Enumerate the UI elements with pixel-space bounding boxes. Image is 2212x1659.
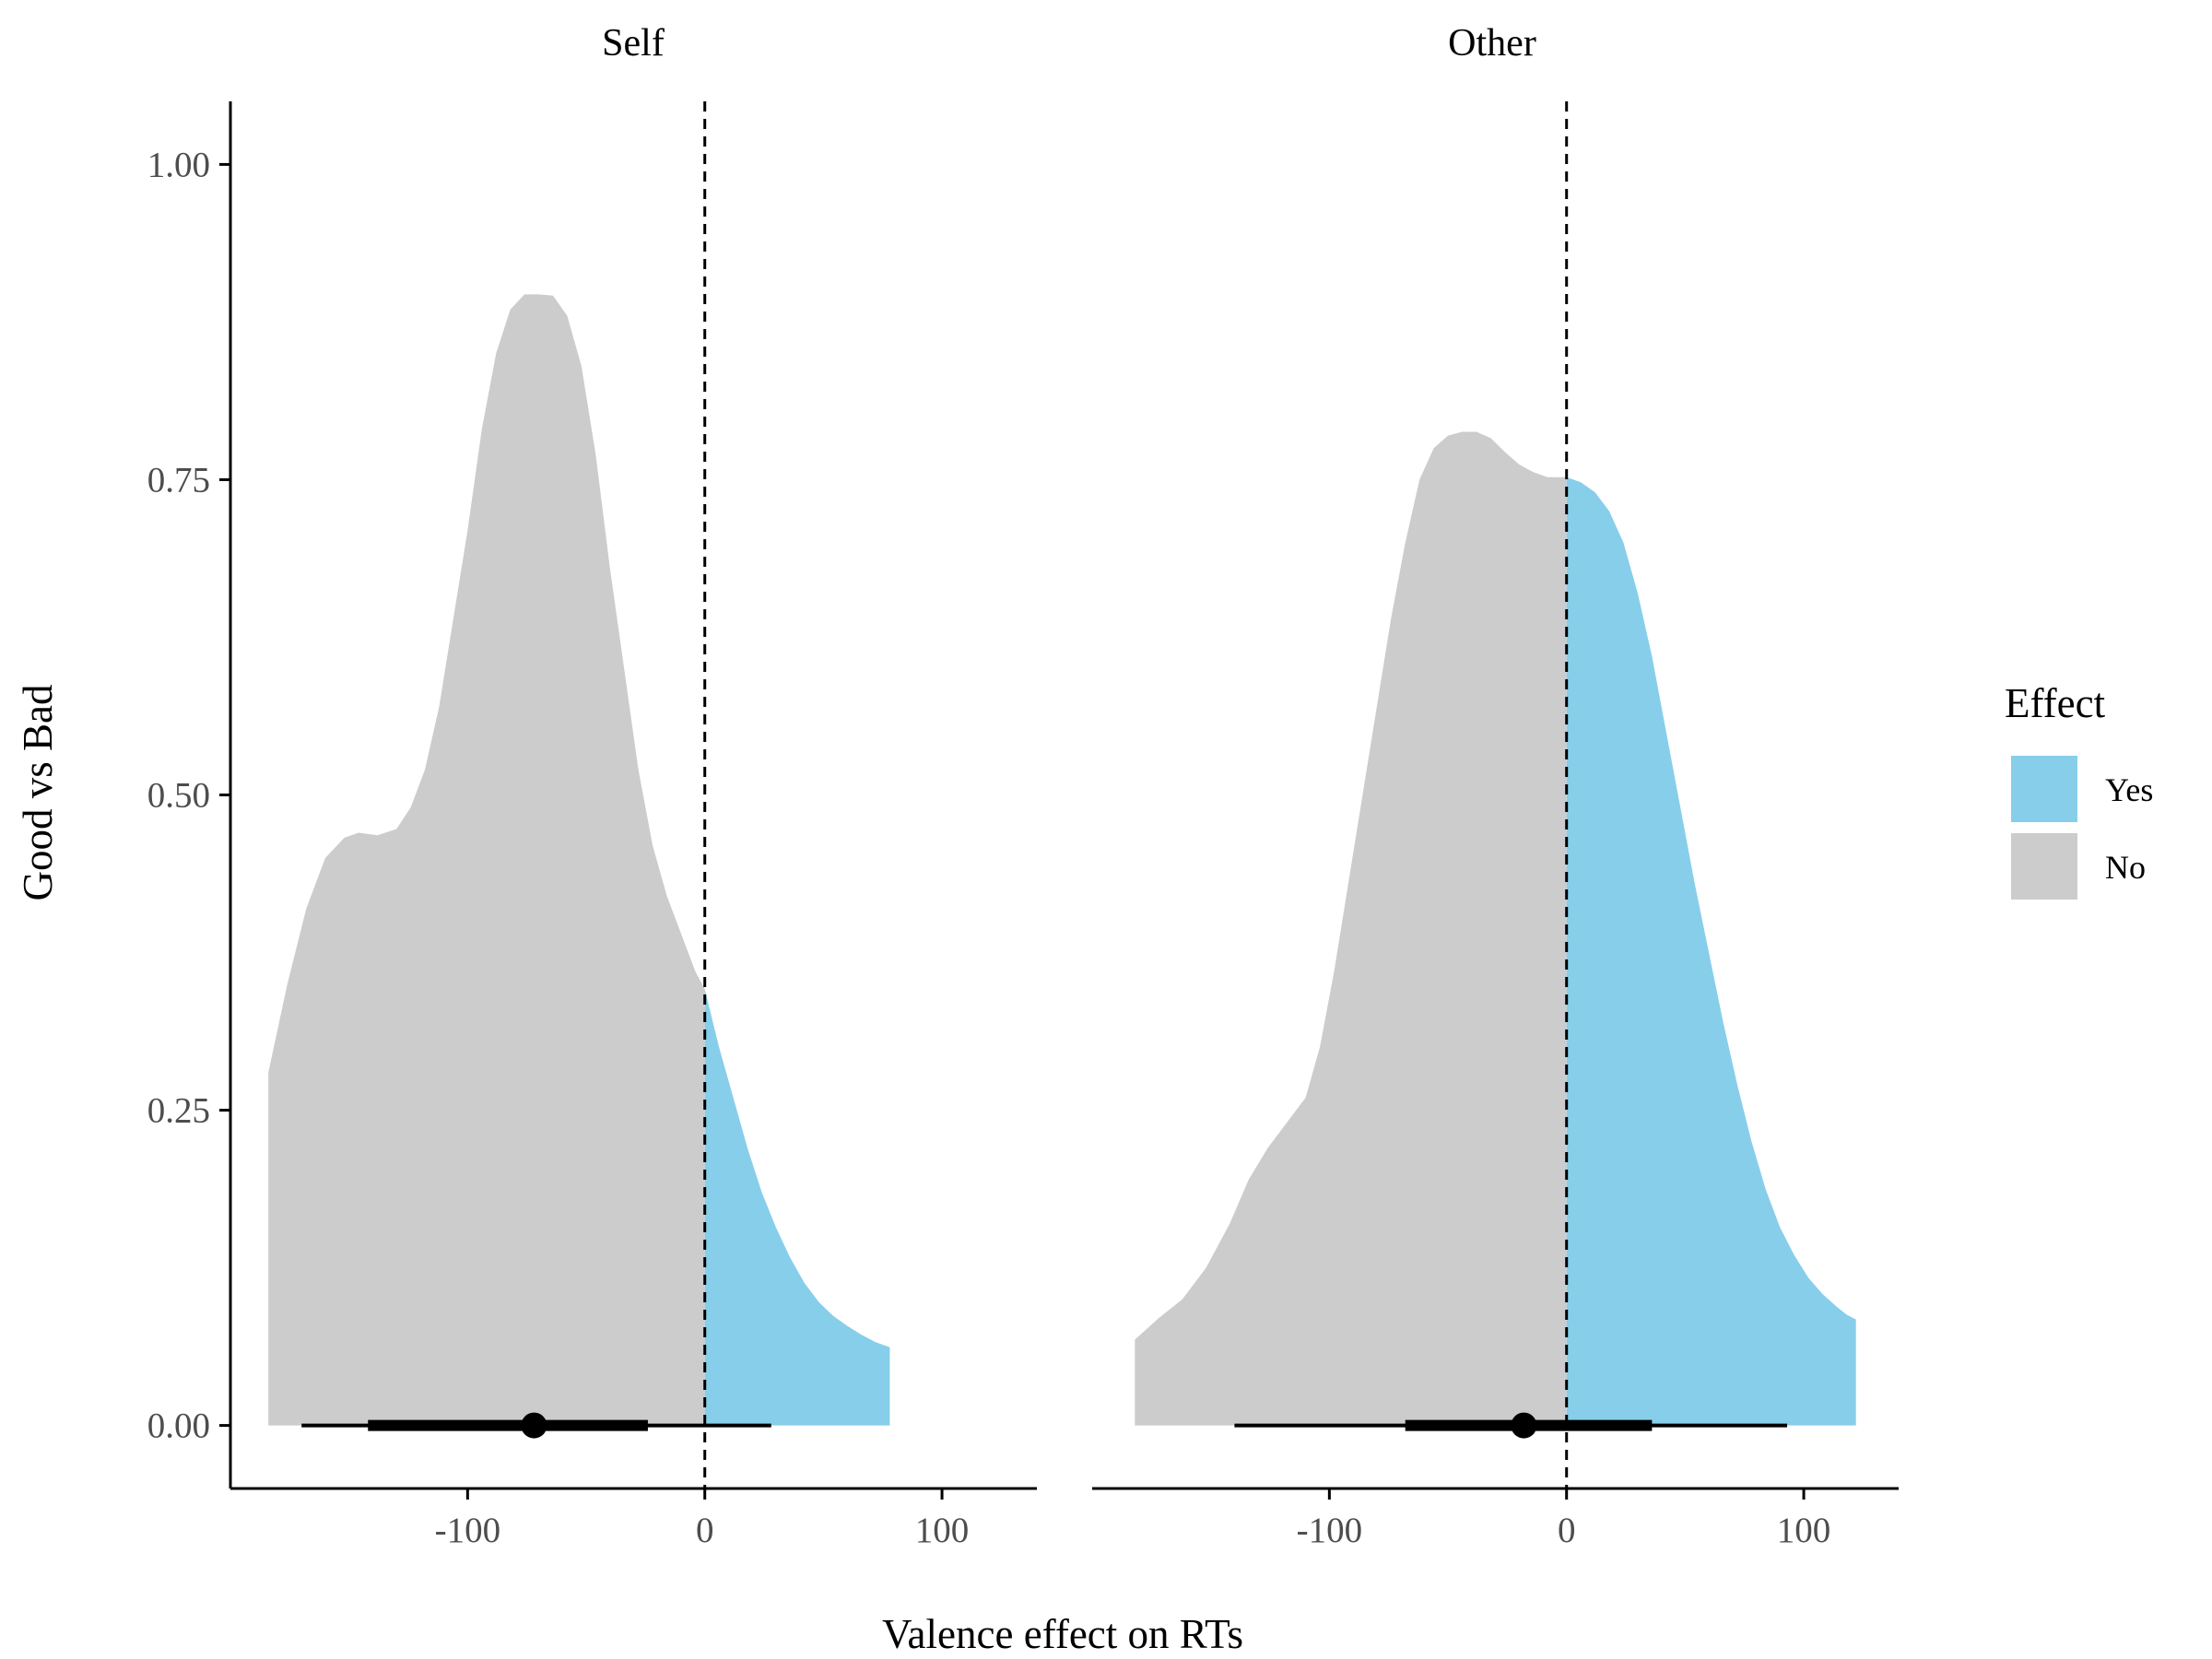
legend-key-no (2011, 833, 2077, 900)
panel-other: -100 0 100 (1092, 101, 1899, 1550)
x-tick-label: -100 (1297, 1511, 1363, 1550)
density-area-yes (1566, 477, 1856, 1426)
legend-label-yes: Yes (2105, 771, 2153, 808)
legend-title: Effect (2005, 680, 2106, 726)
x-axis-title: Valence effect on RTs (882, 1611, 1243, 1657)
point-estimate (521, 1412, 547, 1439)
density-area-no (1135, 431, 1567, 1426)
panel-self: -100 0 100 (230, 101, 1037, 1550)
y-tick-label: 0.75 (147, 460, 210, 500)
legend: Effect Yes No (2005, 680, 2153, 900)
y-axis: 0.00 0.25 0.50 0.75 1.00 (147, 101, 232, 1488)
y-tick-label: 0.50 (147, 776, 210, 816)
x-tick-label: 0 (696, 1511, 714, 1550)
density-area-yes (704, 989, 890, 1426)
y-tick-label: 0.25 (147, 1091, 210, 1131)
panel-title-self: Self (602, 22, 665, 65)
y-tick-label: 0.00 (147, 1406, 210, 1446)
x-tick-label: -100 (435, 1511, 501, 1550)
x-tick-label: 100 (1777, 1511, 1831, 1550)
legend-label-no: No (2105, 849, 2146, 886)
panel-title-other: Other (1448, 22, 1536, 65)
y-axis-title: Good vs Bad (15, 685, 61, 901)
density-area-no (268, 294, 705, 1426)
legend-key-yes (2011, 756, 2077, 822)
y-tick-label: 1.00 (147, 145, 210, 184)
x-tick-label: 100 (915, 1511, 970, 1550)
point-estimate (1511, 1412, 1537, 1439)
x-tick-label: 0 (1558, 1511, 1576, 1550)
